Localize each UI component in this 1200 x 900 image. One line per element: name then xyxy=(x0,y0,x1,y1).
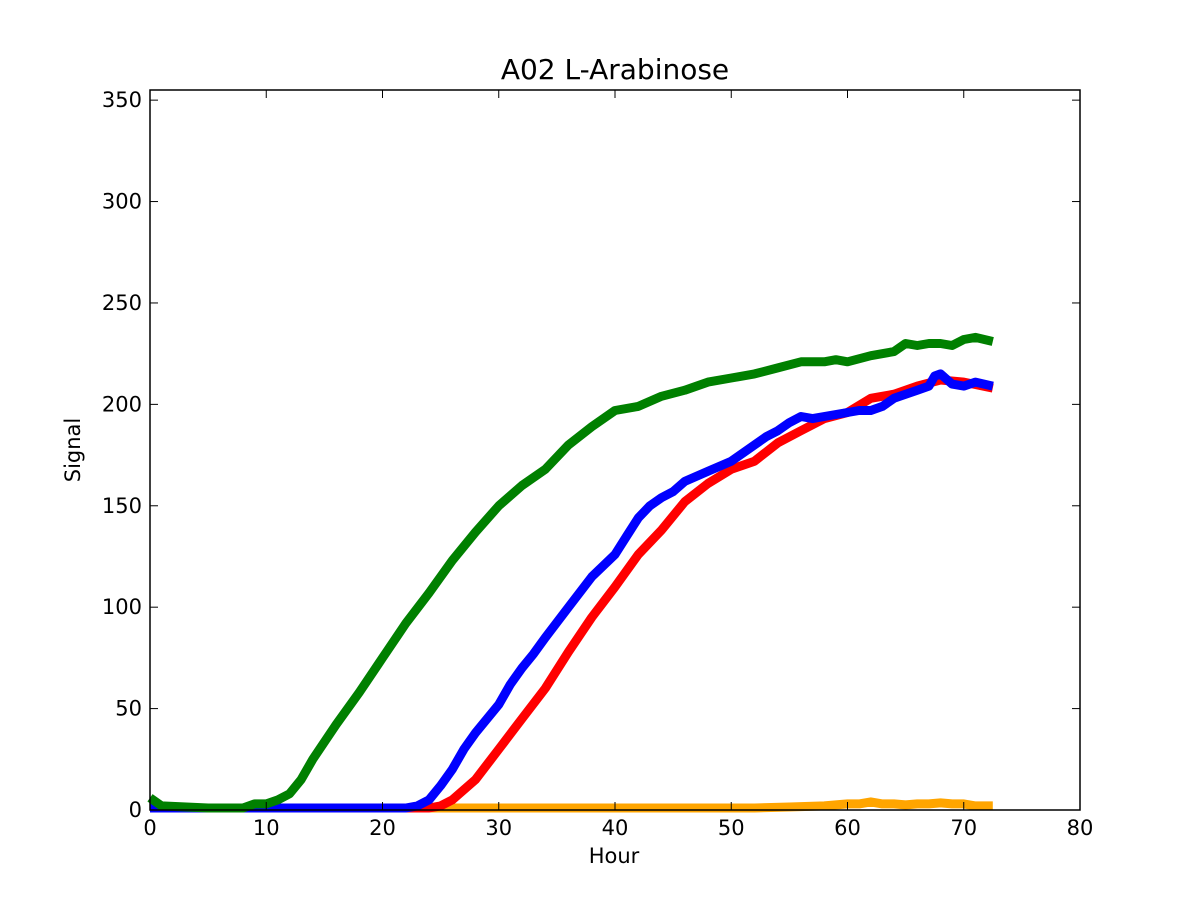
x-axis-label: Hour xyxy=(589,844,640,868)
series-line-3 xyxy=(147,332,994,813)
y-tick-label: 350 xyxy=(102,88,142,112)
series-line-1 xyxy=(150,375,994,813)
series-line-2 xyxy=(150,369,994,813)
chart-title: A02 L-Arabinose xyxy=(501,53,729,86)
y-tick-label: 250 xyxy=(102,291,142,315)
y-tick-label: 50 xyxy=(115,697,142,721)
series-layer xyxy=(147,332,994,813)
y-tick-label: 100 xyxy=(102,595,142,619)
y-tick-label: 200 xyxy=(102,392,142,416)
y-tick-label: 300 xyxy=(102,190,142,214)
tick-layer: 0 10 20 30 40 50 60 70 80 0 50 100 150 200 250 300 350 xyxy=(102,88,1093,840)
x-tick-label: 50 xyxy=(718,816,745,840)
x-tick-label: 70 xyxy=(950,816,977,840)
x-tick-label: 80 xyxy=(1067,816,1094,840)
x-tick-label: 60 xyxy=(834,816,861,840)
x-tick-label: 10 xyxy=(253,816,280,840)
y-axis-label: Signal xyxy=(61,418,85,483)
x-tick-label: 30 xyxy=(485,816,512,840)
y-tick-label: 0 xyxy=(129,798,142,822)
y-tick-label: 150 xyxy=(102,494,142,518)
x-tick-label: 0 xyxy=(143,816,156,840)
x-tick-label: 20 xyxy=(369,816,396,840)
plot-area: 0 10 20 30 40 50 60 70 80 0 50 100 150 200 250 300 350 xyxy=(102,88,1093,840)
x-tick-label: 40 xyxy=(602,816,629,840)
